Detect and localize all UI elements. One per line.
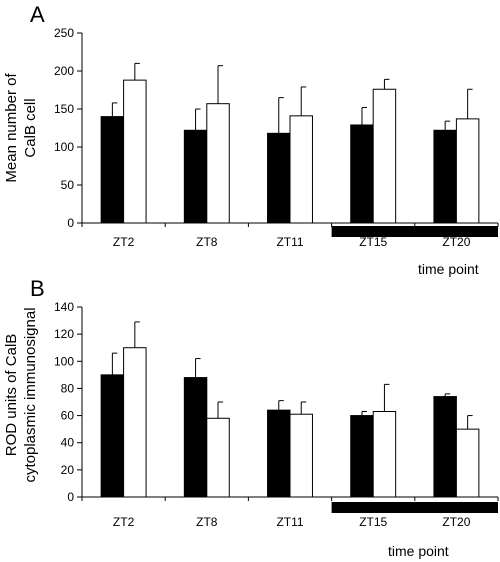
bar-zt8-series-1 — [183, 129, 208, 224]
x-tick-label-zt8: ZT8 — [196, 515, 218, 529]
chart-panel-a: A Mean number of CalB cell 0 50 100 150 200 250 Z… — [3, 2, 499, 277]
x-tick-label-zt15: ZT15 — [359, 235, 387, 249]
bar-zt8-series-2 — [206, 103, 230, 224]
x-axis-title: time point — [388, 543, 449, 559]
panel-label: B — [30, 276, 45, 301]
x-axis-title: time point — [418, 261, 479, 277]
x-tick-label-zt20: ZT20 — [442, 235, 470, 249]
x-tick-label-zt2: ZT2 — [113, 515, 135, 529]
x-tick-label-zt20: ZT20 — [442, 515, 470, 529]
bar-zt11-series-2 — [289, 413, 313, 498]
y-tick-label: 0 — [67, 490, 74, 504]
bar-zt8-series-1 — [183, 377, 208, 498]
bar-zt11-series-1 — [267, 409, 291, 498]
bar-zt15-series-2 — [372, 88, 397, 224]
y-tick-label: 50 — [61, 178, 75, 192]
y-axis-title: ROD units of CalB cytoplasmic immunosigna… — [3, 307, 39, 482]
y-axis-title-line: ROD units of CalB — [3, 334, 20, 457]
y-tick-label: 100 — [54, 354, 74, 368]
x-tick-label-zt15: ZT15 — [359, 515, 387, 529]
bar-zt15-series-1 — [350, 124, 374, 224]
y-tick-label: 250 — [54, 26, 74, 40]
y-tick-label: 150 — [54, 102, 74, 116]
bar-zt15-series-2 — [372, 411, 397, 498]
y-tick-label: 0 — [67, 216, 74, 230]
dark-phase-bar — [331, 226, 498, 237]
y-tick-label: 200 — [54, 64, 74, 78]
y-tick-label: 120 — [54, 327, 74, 341]
y-axis-title-line: Mean number of — [3, 73, 20, 183]
x-tick-label-zt8: ZT8 — [196, 235, 218, 249]
y-tick-label: 60 — [61, 409, 75, 423]
y-axis-title-line: CalB cell — [22, 98, 39, 157]
bar-zt20-series-1 — [433, 129, 457, 224]
bar-zt2-series-1 — [100, 116, 125, 224]
bar-zt2-series-2 — [123, 79, 147, 224]
y-tick-label: 40 — [61, 436, 75, 450]
chart-panel-b: B ROD units of CalB cytoplasmic immunosign… — [3, 276, 499, 559]
bar-zt20-series-2 — [455, 118, 480, 224]
y-tick-label: 100 — [54, 140, 74, 154]
bar-zt20-series-2 — [455, 428, 480, 498]
bar-zt11-series-1 — [267, 132, 291, 224]
bar-zt11-series-2 — [289, 115, 313, 224]
y-tick-label: 80 — [61, 381, 75, 395]
bar-zt15-series-1 — [350, 415, 374, 498]
y-axis-title-line: cytoplasmic immunosignal — [22, 307, 39, 482]
dark-phase-bar — [331, 502, 498, 513]
y-tick-label: 20 — [61, 463, 75, 477]
x-tick-label-zt11: ZT11 — [276, 515, 303, 529]
bar-zt8-series-2 — [206, 417, 230, 498]
y-tick-label: 140 — [54, 300, 74, 314]
x-tick-label-zt2: ZT2 — [113, 235, 135, 249]
bar-zt2-series-2 — [123, 347, 147, 498]
y-axis-title: Mean number of CalB cell — [3, 73, 39, 183]
panel-label: A — [30, 2, 45, 27]
bar-zt2-series-1 — [100, 374, 125, 498]
bar-zt20-series-1 — [433, 396, 457, 498]
x-tick-label-zt11: ZT11 — [276, 235, 303, 249]
